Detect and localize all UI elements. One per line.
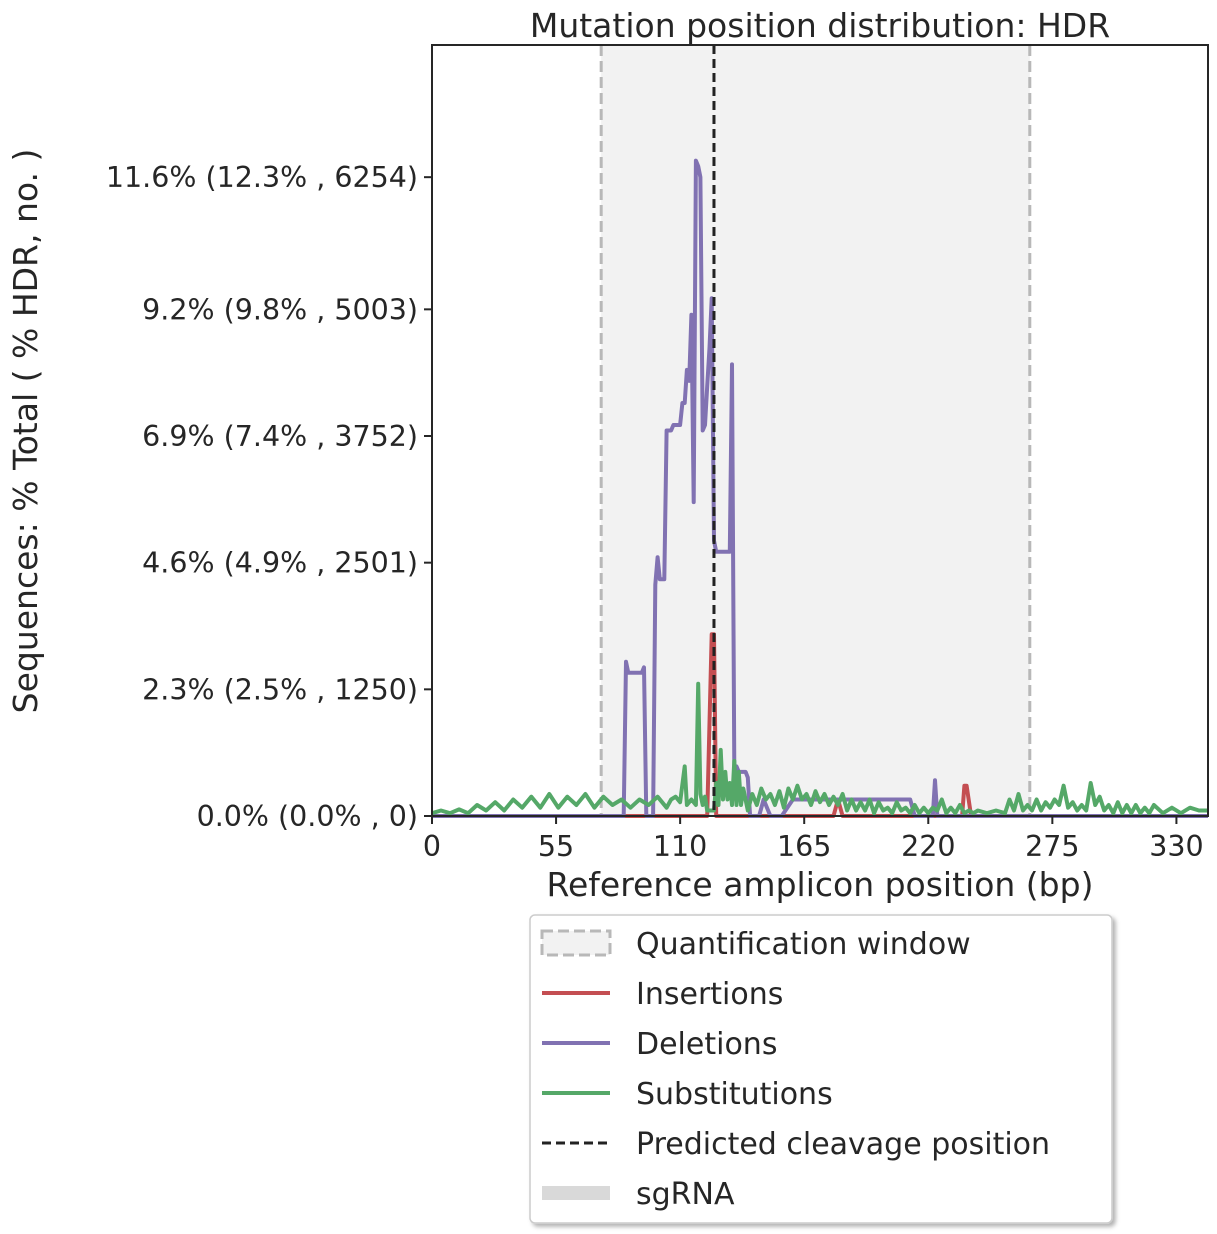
y-tick-label: 4.6% (4.9% , 2501)	[142, 547, 418, 580]
y-tick-label: 2.3% (2.5% , 1250)	[142, 673, 418, 706]
y-axis-label: Sequences: % Total ( % HDR, no. )	[6, 149, 45, 714]
legend-label: sgRNA	[636, 1177, 735, 1212]
y-tick-label: 11.6% (12.3% , 6254)	[106, 161, 418, 194]
legend: Quantification window Insertions Deletions…	[529, 914, 1113, 1224]
y-tick-label: 9.2% (9.8% , 5003)	[142, 293, 418, 326]
legend-entry-sgrna: sgRNA	[542, 1177, 735, 1212]
x-tick-label: 220	[901, 830, 955, 863]
chart-title: Mutation position distribution: HDR	[530, 6, 1110, 45]
legend-label: Insertions	[636, 977, 783, 1012]
x-tick-label: 55	[538, 830, 574, 863]
legend-frame	[529, 914, 1113, 1224]
legend-entry-insertions: Insertions	[542, 977, 783, 1012]
x-tick-label: 165	[777, 830, 831, 863]
x-tick-label: 330	[1149, 830, 1203, 863]
legend-entry-predicted-cleavage-position: Predicted cleavage position	[542, 1127, 1050, 1162]
y-axis: 0.0% (0.0% , 0) 2.3% (2.5% , 1250) 4.6% (4…	[106, 161, 432, 833]
x-axis-label: Reference amplicon position (bp)	[547, 865, 1094, 904]
legend-entry-quantification-window: Quantification window	[540, 927, 971, 962]
x-tick-label: 0	[423, 830, 441, 863]
legend-label: Deletions	[636, 1027, 777, 1062]
legend-entry-deletions: Deletions	[542, 1027, 777, 1062]
legend-label: Predicted cleavage position	[636, 1127, 1050, 1162]
plot-frame	[431, 44, 1209, 817]
legend-swatch-window	[540, 929, 612, 957]
legend-label: Substitutions	[636, 1077, 833, 1112]
series-substitutions-line	[431, 681, 1208, 816]
legend-entry-substitutions: Substitutions	[542, 1077, 833, 1112]
x-axis: 0 55 110 165 220 275 330	[423, 816, 1204, 863]
y-tick-label: 0.0% (0.0% , 0)	[197, 800, 418, 833]
plot-area	[431, 44, 1209, 818]
y-tick-label: 6.9% (7.4% , 3752)	[142, 420, 418, 453]
x-tick-label: 275	[1025, 830, 1079, 863]
legend-label: Quantification window	[636, 927, 971, 962]
x-tick-label: 110	[653, 830, 707, 863]
